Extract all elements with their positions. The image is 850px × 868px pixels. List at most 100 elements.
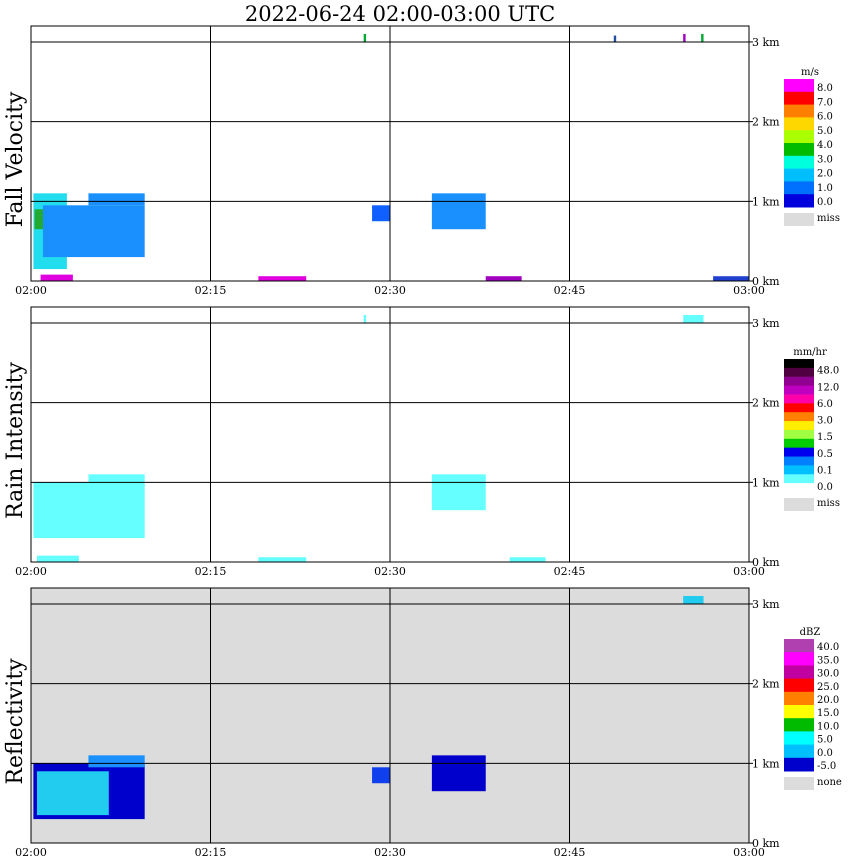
echo-cell xyxy=(42,205,145,258)
colorbar-swatch xyxy=(784,394,814,404)
y-axis-title: Rain Intensity xyxy=(3,361,28,518)
colorbar-swatch xyxy=(784,421,814,431)
colorbar-label: 40.0 xyxy=(817,642,839,653)
colorbar-label: 25.0 xyxy=(817,682,839,693)
colorbar-label: 0.0 xyxy=(817,748,833,759)
echo-cell xyxy=(36,555,79,562)
colorbar-label: 48.0 xyxy=(817,366,839,377)
colorbar-swatch xyxy=(784,429,814,440)
x-tick-label: 02:30 xyxy=(374,284,406,297)
colorbar-swatch xyxy=(784,718,814,732)
x-tick-label: 02:00 xyxy=(15,565,47,578)
colorbar-unit: m/s xyxy=(801,67,819,78)
colorbar-label: 0.1 xyxy=(817,465,833,476)
colorbar-label: 0.0 xyxy=(817,197,833,208)
x-tick-label: 02:15 xyxy=(195,565,227,578)
x-tick-label: 02:00 xyxy=(15,846,47,859)
colorbar-label: 20.0 xyxy=(817,695,839,706)
colorbar-swatch xyxy=(784,483,814,493)
echo-cell xyxy=(88,193,145,206)
echo-cell xyxy=(613,35,617,42)
colorbar-label: 1.0 xyxy=(817,183,833,194)
y-tick-label: 2 km xyxy=(752,116,780,129)
colorbar-miss-swatch xyxy=(784,777,814,790)
echo-cell xyxy=(683,314,704,323)
echo-cell xyxy=(363,314,367,323)
x-tick-label: 02:15 xyxy=(195,284,227,297)
y-tick-label: 1 km xyxy=(752,195,780,208)
colorbar-label: 0.0 xyxy=(817,482,833,493)
colorbar-label: 35.0 xyxy=(817,655,839,666)
echo-cell xyxy=(88,474,145,487)
echo-cell xyxy=(33,482,145,539)
x-tick-label: 03:00 xyxy=(733,565,765,578)
colorbar-swatch xyxy=(784,652,814,666)
x-tick-label: 03:00 xyxy=(733,846,765,859)
colorbar-swatch xyxy=(784,691,814,706)
echo-cell xyxy=(258,557,307,562)
colorbar-swatch xyxy=(784,438,814,449)
colorbar-label: 8.0 xyxy=(817,83,833,94)
plot-frame xyxy=(30,25,750,282)
chart-title: 2022-06-24 02:00-03:00 UTC xyxy=(245,2,555,26)
colorbar-swatch xyxy=(784,376,814,387)
y-tick-label: 3 km xyxy=(752,36,780,49)
echo-cell xyxy=(363,33,367,42)
reflectivity-colorbar: dBZ 40.0 35.0 30.0 25.0 20.0 15.0 10.0 5.0 0.0 -5.… xyxy=(784,627,842,790)
colorbar-swatch xyxy=(784,403,814,413)
colorbar-unit: mm/hr xyxy=(793,347,827,358)
y-tick-label: 1 km xyxy=(752,476,780,489)
colorbar-swatch xyxy=(784,168,814,182)
x-tick-label: 02:45 xyxy=(554,846,586,859)
rain-intensity-panel: 02:00 02:15 02:30 02:45 03:000 km 1 km 2 km 3 k… xyxy=(3,306,780,578)
colorbar-swatch xyxy=(784,412,814,422)
rain-intensity-colorbar: mm/hr 48.0 12.0 6.0 3.0 1.5 0.5 0.1 0.0 miss xyxy=(784,347,840,511)
x-tick-label: 03:00 xyxy=(733,284,765,297)
echo-cell xyxy=(713,276,749,281)
colorbar-miss-swatch xyxy=(784,498,814,511)
y-tick-label: 3 km xyxy=(752,598,780,611)
fall-velocity-panel: 02:00 02:15 02:30 02:45 03:000 km 1 km 2 km 3 k… xyxy=(3,25,780,297)
echo-cell xyxy=(683,33,686,42)
colorbar-label: 6.0 xyxy=(817,112,833,123)
colorbar-swatch xyxy=(784,359,814,369)
y-tick-label: 0 km xyxy=(752,275,780,288)
echo-cell xyxy=(88,755,145,768)
y-axis-title: Fall Velocity xyxy=(3,91,28,227)
colorbar-swatch xyxy=(784,639,814,653)
echo-cell xyxy=(485,276,522,281)
echo-cell xyxy=(431,755,486,792)
y-tick-label: 0 km xyxy=(752,556,780,569)
colorbar-swatch xyxy=(784,731,814,746)
x-tick-label: 02:30 xyxy=(374,846,406,859)
colorbar-label: 30.0 xyxy=(817,669,839,680)
colorbar-label: 7.0 xyxy=(817,97,833,108)
echo-cell xyxy=(258,276,307,281)
y-tick-label: 0 km xyxy=(752,837,780,850)
colorbar-label: 2.0 xyxy=(817,169,833,180)
colorbar-label: 15.0 xyxy=(817,708,839,719)
x-tick-label: 02:00 xyxy=(15,284,47,297)
colorbar-miss-label: miss xyxy=(817,498,840,509)
echo-cell xyxy=(431,193,486,230)
echo-cell xyxy=(40,274,73,281)
colorbar-miss-label: miss xyxy=(817,213,840,224)
colorbar-label: -5.0 xyxy=(817,761,836,772)
colorbar-label: 0.5 xyxy=(817,449,833,460)
colorbar-swatch xyxy=(784,474,814,484)
echo-cell xyxy=(372,767,390,784)
echo-cell xyxy=(431,474,486,511)
colorbar-label: 4.0 xyxy=(817,140,833,151)
echo-cell xyxy=(701,33,704,42)
colorbar-label: 12.0 xyxy=(817,382,839,393)
colorbar-miss-label: none xyxy=(817,777,842,788)
echo-cell xyxy=(372,205,390,222)
colorbar-label: 3.0 xyxy=(817,154,833,165)
colorbar-swatch xyxy=(784,117,814,131)
colorbar-swatch xyxy=(784,91,814,106)
fall-velocity-colorbar: m/s 8.0 7.0 6.0 5.0 4.0 3.0 2.0 1.0 0.0 miss xyxy=(784,67,840,226)
colorbar-swatch xyxy=(784,367,814,378)
y-axis-title: Reflectivity xyxy=(3,658,28,785)
colorbar-swatch xyxy=(784,447,814,458)
